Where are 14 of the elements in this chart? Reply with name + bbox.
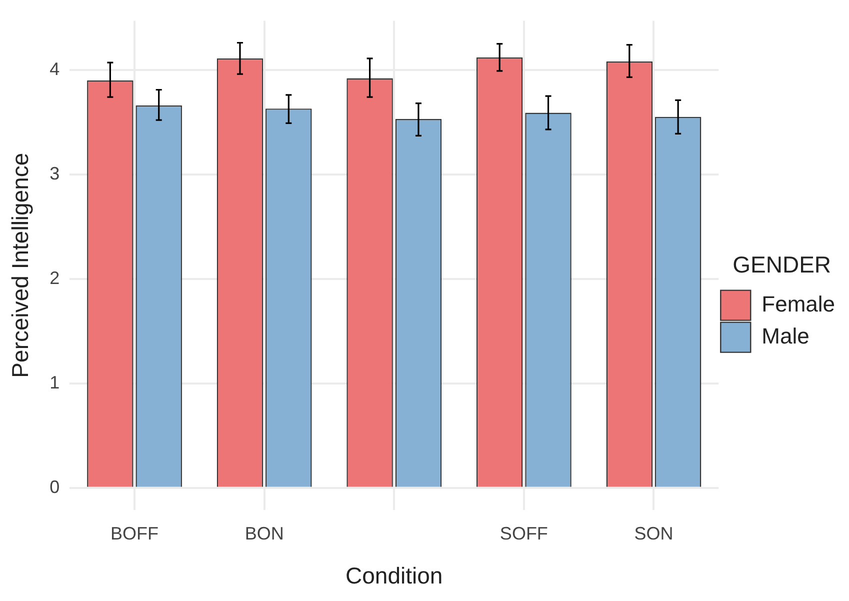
y-tick-label: 1 [50, 372, 60, 392]
legend-title: GENDER [732, 252, 832, 278]
x-axis-title: Condition [346, 562, 443, 589]
y-tick-label: 3 [50, 163, 60, 184]
x-tick-label: SON [634, 524, 674, 544]
legend-label: Male [762, 323, 810, 348]
y-tick-label: 0 [50, 476, 60, 497]
y-axis-title: Perceived Intelligence [7, 152, 34, 378]
x-tick-label: SOFF [500, 524, 548, 544]
x-tick-label: BOFF [110, 524, 159, 544]
x-tick-label: BON [244, 524, 284, 544]
y-tick-label: 2 [50, 268, 60, 288]
legend-label: Female [762, 291, 835, 316]
y-tick-label: 4 [50, 58, 60, 79]
